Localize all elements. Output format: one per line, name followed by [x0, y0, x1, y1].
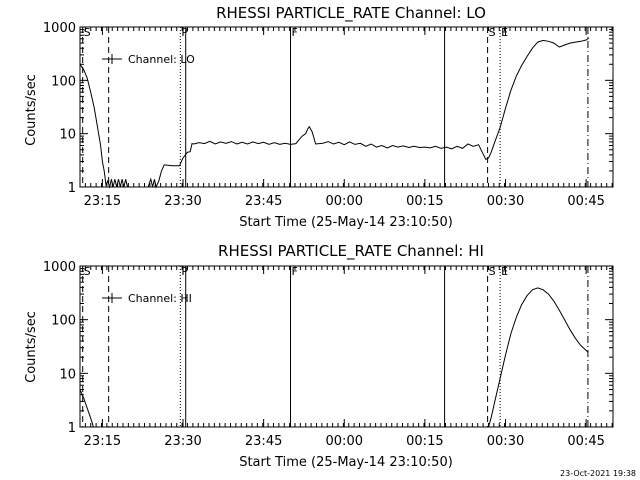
y-tick-label: 100: [51, 74, 76, 89]
legend-label: Channel: HI: [128, 292, 192, 305]
x-tick-label: 23:45: [245, 194, 282, 209]
event-marker-label: E: [501, 26, 508, 39]
y-tick-label: 1: [68, 181, 76, 196]
event-marker-label: S: [84, 265, 91, 278]
panel-lo: RHESSI PARTICLE_RATE Channel: LO Counts/…: [24, 4, 614, 230]
y-tick-label: 1000: [43, 260, 76, 275]
x-tick-label: 00:45: [567, 434, 604, 449]
event-marker-label: P: [181, 265, 188, 278]
x-tick-label: 00:00: [326, 434, 363, 449]
y-axis-label: Counts/sec: [24, 74, 39, 146]
event-marker-label: F: [292, 265, 298, 278]
x-tick-label: 23:30: [164, 194, 201, 209]
x-axis-label: Start Time (25-May-14 23:10:50): [239, 455, 453, 470]
legend: Channel: HI: [102, 292, 192, 305]
x-tick-label: 00:30: [487, 434, 524, 449]
footer-timestamp: 23-Oct-2021 19:38: [560, 469, 636, 478]
plot-frame: [79, 26, 614, 188]
event-marker-label: F: [292, 26, 298, 39]
panel-title: RHESSI PARTICLE_RATE Channel: HI: [218, 242, 484, 261]
x-tick-label: 23:15: [84, 194, 121, 209]
event-marker-label: P: [181, 26, 188, 39]
x-tick-label: 00:15: [406, 194, 443, 209]
y-tick-label: 1000: [43, 21, 76, 36]
plot-frame: [79, 265, 614, 428]
panel-hi: RHESSI PARTICLE_RATE Channel: HI Counts/…: [24, 242, 614, 470]
series-line: [79, 287, 589, 428]
panel-title: RHESSI PARTICLE_RATE Channel: LO: [216, 4, 486, 23]
x-axis-label: Start Time (25-May-14 23:10:50): [239, 215, 453, 230]
y-tick-label: 10: [59, 128, 76, 143]
x-tick-label: 00:00: [326, 194, 363, 209]
y-axis-label: Counts/sec: [24, 311, 39, 383]
event-marker-label: S: [84, 26, 91, 39]
event-marker-label: E: [501, 265, 508, 278]
y-tick-label: 10: [59, 367, 76, 382]
event-marker-label: S: [489, 265, 496, 278]
x-tick-label: 00:15: [406, 434, 443, 449]
x-tick-label: 23:45: [245, 434, 282, 449]
x-tick-label: 23:30: [164, 434, 201, 449]
y-tick-label: 100: [51, 314, 76, 329]
legend-label: Channel: LO: [128, 53, 195, 66]
x-tick-label: 23:15: [84, 434, 121, 449]
event-marker-label: S: [489, 26, 496, 39]
y-tick-label: 1: [68, 421, 76, 436]
x-tick-label: 00:30: [487, 194, 524, 209]
x-tick-label: 00:45: [567, 194, 604, 209]
legend: Channel: LO: [102, 53, 195, 66]
series-line: [79, 37, 590, 189]
